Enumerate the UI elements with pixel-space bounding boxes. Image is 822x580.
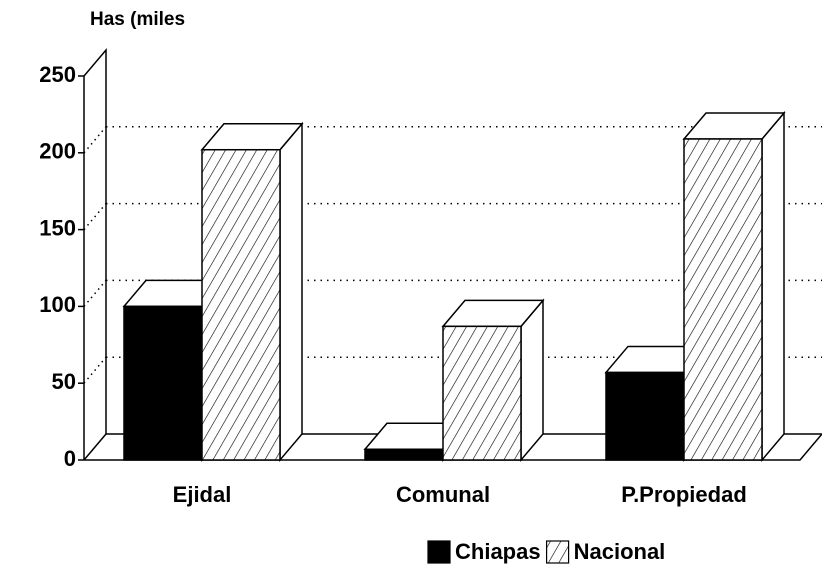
bar [364,448,444,461]
bar [683,138,763,461]
bar [201,148,281,461]
bar-side [279,121,303,463]
grid-line [83,126,107,154]
y-tick-label: 150 [39,215,76,240]
y-tick-label: 250 [39,62,76,87]
y-tick-label: 100 [39,292,76,317]
y-tick-label: 0 [64,446,76,471]
floor-edge [83,433,107,461]
grid-line [83,203,107,231]
bar-side [761,110,785,463]
x-tick-label: P.Propiedad [621,482,747,507]
floor [84,433,822,461]
bar [442,325,522,461]
x-tick-label: Comunal [396,482,490,507]
legend-swatch [427,540,451,564]
y-tick-label: 50 [52,369,76,394]
y-tick-label: 200 [39,139,76,164]
bar [123,305,203,461]
back-wall [83,47,822,460]
legend-swatch [545,540,570,564]
grid-line [83,279,107,307]
x-tick-label: Ejidal [173,482,232,507]
bar-side [520,298,544,463]
bar [605,371,685,461]
legend-label: Nacional [574,539,666,564]
grid-line [83,356,107,384]
chart-title: Has (miles [90,9,185,30]
legend-label: Chiapas [455,539,541,564]
